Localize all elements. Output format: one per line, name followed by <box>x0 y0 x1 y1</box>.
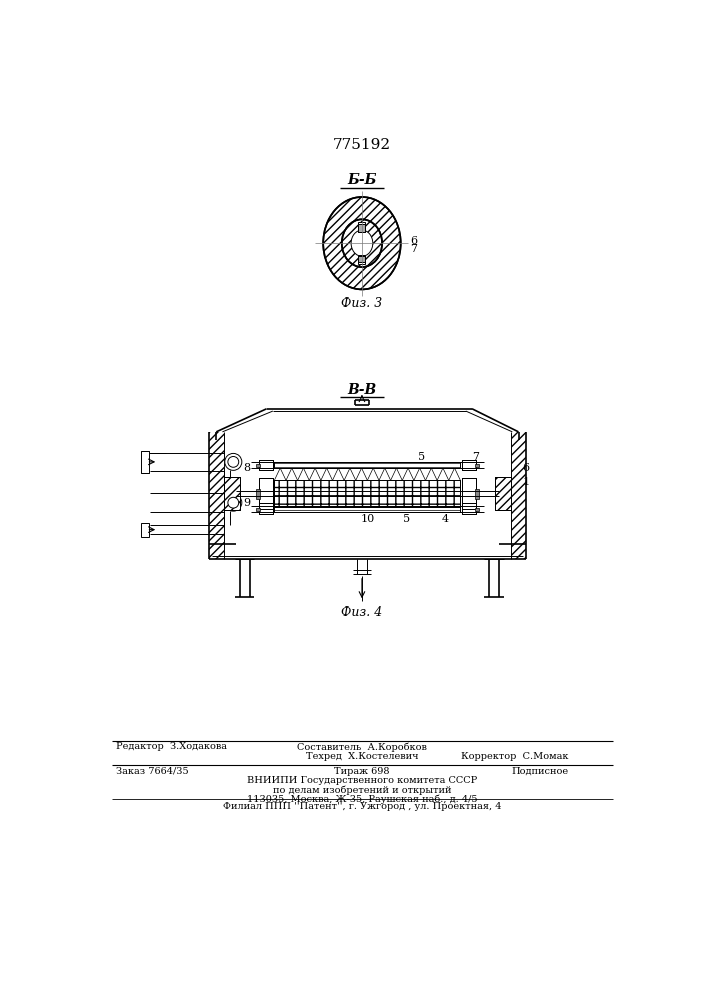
Text: 775192: 775192 <box>333 138 391 152</box>
Ellipse shape <box>225 494 242 511</box>
Text: Редактор  З.Ходакова: Редактор З.Ходакова <box>115 742 226 751</box>
Bar <box>256 489 259 499</box>
Text: Тираж 698: Тираж 698 <box>334 767 390 776</box>
Text: 7: 7 <box>472 452 479 462</box>
Bar <box>462 503 476 514</box>
Bar <box>224 477 240 510</box>
Text: Физ. 3: Физ. 3 <box>341 297 382 310</box>
Text: Корректор  С.Момак: Корректор С.Момак <box>462 752 569 761</box>
Text: Подписное: Подписное <box>512 767 569 776</box>
Text: 6: 6 <box>522 463 530 473</box>
Bar <box>358 255 366 264</box>
Bar <box>274 480 460 507</box>
Ellipse shape <box>228 456 239 467</box>
Bar <box>259 460 273 470</box>
Ellipse shape <box>351 230 373 256</box>
Text: 7: 7 <box>410 244 417 254</box>
Bar <box>256 464 259 467</box>
Bar <box>475 489 479 499</box>
Text: Составитель  А.Коробков: Составитель А.Коробков <box>297 742 427 752</box>
Bar <box>510 432 526 559</box>
Bar <box>209 432 224 559</box>
Bar <box>495 477 510 510</box>
Bar <box>495 477 510 510</box>
Text: 5: 5 <box>402 514 409 524</box>
Text: Филиал ППП ''Патент'', г. Ужгород , ул. Проектная, 4: Филиал ППП ''Патент'', г. Ужгород , ул. … <box>223 802 501 811</box>
Bar <box>274 480 460 507</box>
Bar <box>274 506 460 512</box>
Text: 113035, Москва, Ж-35, Раушская наб., д. 4/5: 113035, Москва, Ж-35, Раушская наб., д. … <box>247 794 477 804</box>
Text: 6: 6 <box>410 236 417 246</box>
Text: по делам изобретений и открытий: по делам изобретений и открытий <box>273 785 451 795</box>
Text: Заказ 7664/35: Заказ 7664/35 <box>115 767 188 776</box>
Bar <box>259 478 273 509</box>
Bar <box>209 432 224 559</box>
Ellipse shape <box>228 497 239 508</box>
Bar <box>510 432 526 559</box>
Text: 5: 5 <box>418 452 425 462</box>
Text: 10: 10 <box>361 514 375 524</box>
Bar <box>358 256 366 262</box>
Bar <box>462 460 476 470</box>
Text: Физ. 4: Физ. 4 <box>341 606 382 619</box>
Text: В-В: В-В <box>347 382 377 396</box>
Bar <box>274 462 460 468</box>
Text: ВНИИПИ Государственного комитета СССР: ВНИИПИ Государственного комитета СССР <box>247 776 477 785</box>
Bar <box>256 508 259 511</box>
Text: 4: 4 <box>441 514 448 524</box>
Bar <box>224 477 240 510</box>
Bar <box>259 503 273 514</box>
Bar <box>259 460 273 470</box>
Ellipse shape <box>225 453 242 470</box>
Ellipse shape <box>341 219 382 267</box>
Text: 8: 8 <box>243 463 250 473</box>
Bar <box>462 478 476 509</box>
Bar <box>475 464 479 467</box>
Ellipse shape <box>323 197 401 289</box>
Bar <box>358 222 366 232</box>
Bar <box>358 224 366 232</box>
Bar <box>259 478 273 509</box>
Bar <box>462 460 476 470</box>
Bar <box>462 478 476 509</box>
Bar <box>141 523 149 537</box>
Bar <box>259 503 273 514</box>
Text: 9: 9 <box>243 498 250 508</box>
Bar <box>475 508 479 511</box>
Text: Техред  Х.Костелевич: Техред Х.Костелевич <box>305 752 419 761</box>
Text: Б-Б: Б-Б <box>347 173 377 187</box>
Bar <box>141 451 149 473</box>
Text: 1: 1 <box>522 477 530 487</box>
Bar <box>462 503 476 514</box>
